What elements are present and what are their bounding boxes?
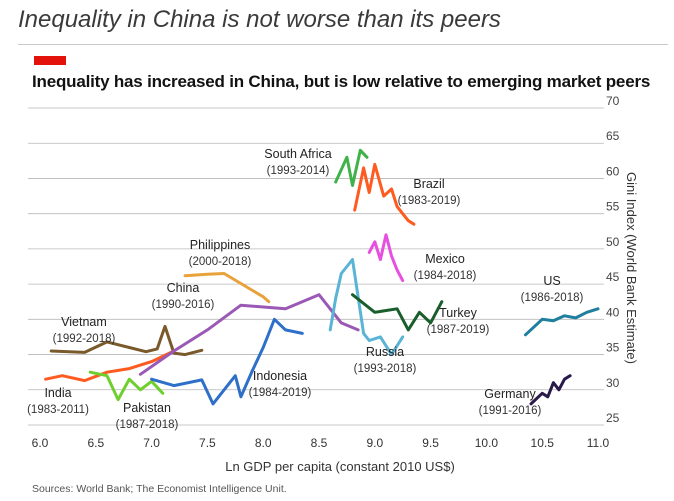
series-label-mexico: Mexico xyxy=(425,252,465,266)
series-label-pakistan: Pakistan xyxy=(123,401,171,415)
series-label-russia: Russia xyxy=(366,345,404,359)
series-line-china xyxy=(138,293,360,376)
x-tick-8.0: 8.0 xyxy=(255,436,272,450)
series-years-brazil: (1983-2019) xyxy=(398,195,461,207)
title-divider xyxy=(18,44,668,45)
y-tick-45: 45 xyxy=(606,270,620,284)
series-labels: India (1983-2011) Vietnam (1992-2018) Pakist… xyxy=(27,147,583,431)
series-years-indonesia: (1984-2019) xyxy=(249,387,312,399)
series-label-philippines: Philippines xyxy=(190,238,250,252)
y-tick-70: 70 xyxy=(606,94,620,108)
x-tick-9.5: 9.5 xyxy=(422,436,439,450)
series-label-turkey: Turkey xyxy=(439,306,477,320)
y-tick-labels: 25 30 35 40 45 50 55 60 65 70 xyxy=(606,94,620,425)
series-lines xyxy=(44,148,600,406)
y-tick-60: 60 xyxy=(606,164,620,178)
series-years-vietnam: (1992-2018) xyxy=(53,333,116,345)
series-line-brazil xyxy=(353,162,416,226)
series-line-russia xyxy=(328,258,405,357)
x-tick-9.0: 9.0 xyxy=(366,436,383,450)
slide-title: Inequality in China is not worse than it… xyxy=(18,6,501,33)
series-line-indonesia xyxy=(150,317,304,406)
series-label-brazil: Brazil xyxy=(413,177,444,191)
series-line-germany xyxy=(529,374,572,406)
series-years-mexico: (1984-2018) xyxy=(414,270,477,282)
series-years-china: (1990-2016) xyxy=(152,299,215,311)
series-line-south-africa xyxy=(334,148,369,187)
series-years-philippines: (2000-2018) xyxy=(189,256,252,268)
gridlines xyxy=(28,107,604,426)
series-label-south-africa: South Africa xyxy=(264,147,331,161)
series-line-us xyxy=(524,307,600,337)
y-axis-label: Gini Index (World Bank Estimate) xyxy=(624,172,639,364)
x-tick-8.5: 8.5 xyxy=(311,436,328,450)
y-tick-65: 65 xyxy=(606,129,620,143)
y-tick-35: 35 xyxy=(606,341,620,355)
series-years-russia: (1993-2018) xyxy=(354,363,417,375)
series-years-germany: (1991-2016) xyxy=(479,405,542,417)
x-tick-10.5: 10.5 xyxy=(531,436,555,450)
series-years-turkey: (1987-2019) xyxy=(427,324,490,336)
series-years-south-africa: (1993-2014) xyxy=(267,165,330,177)
x-tick-6.5: 6.5 xyxy=(87,436,104,450)
series-years-india: (1983-2011) xyxy=(27,404,89,416)
source-note: Sources: World Bank; The Economist Intel… xyxy=(32,483,287,495)
series-line-vietnam xyxy=(49,324,204,357)
series-line-india xyxy=(44,349,176,383)
series-line-mexico xyxy=(367,233,405,283)
y-tick-25: 25 xyxy=(606,411,620,425)
series-line-pakistan xyxy=(88,370,165,402)
series-years-pakistan: (1987-2018) xyxy=(116,419,179,431)
series-label-us: US xyxy=(543,274,560,288)
series-label-china: China xyxy=(167,281,200,295)
x-tick-11.0: 11.0 xyxy=(587,436,610,450)
series-line-turkey xyxy=(351,293,444,332)
series-label-vietnam: Vietnam xyxy=(61,315,107,329)
series-label-germany: Germany xyxy=(484,387,536,401)
y-tick-50: 50 xyxy=(606,235,620,249)
series-years-us: (1986-2018) xyxy=(521,292,584,304)
chart-title: Inequality has increased in China, but i… xyxy=(32,72,651,91)
y-tick-30: 30 xyxy=(606,376,620,390)
x-axis-label: Ln GDP per capita (constant 2010 US$) xyxy=(225,459,455,474)
series-line-philippines xyxy=(183,272,271,304)
x-tick-10.0: 10.0 xyxy=(475,436,499,450)
y-tick-40: 40 xyxy=(606,305,620,319)
x-tick-7.0: 7.0 xyxy=(143,436,160,450)
x-tick-6.0: 6.0 xyxy=(32,436,49,450)
series-label-indonesia: Indonesia xyxy=(253,369,307,383)
series-label-india: India xyxy=(44,386,71,400)
x-tick-7.5: 7.5 xyxy=(199,436,216,450)
y-tick-55: 55 xyxy=(606,200,620,214)
x-tick-labels: 6.0 6.5 7.0 7.5 8.0 8.5 9.0 9.5 10.0 10.5 11.0 xyxy=(32,436,610,450)
economist-red-tag xyxy=(34,56,66,65)
